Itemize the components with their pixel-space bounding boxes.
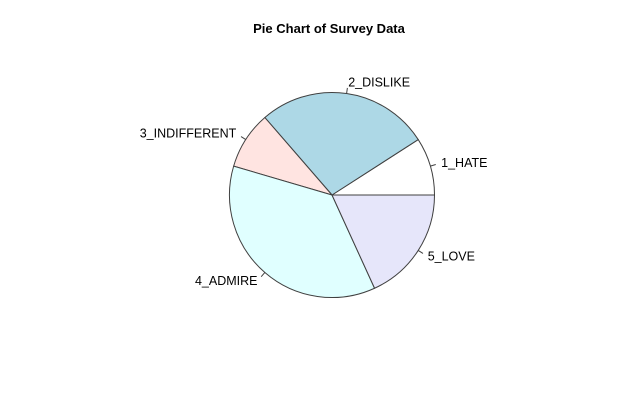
label-tick-2-dislike	[346, 87, 348, 94]
chart-title: Pie Chart of Survey Data	[253, 21, 405, 36]
slice-label-2-dislike: 2_DISLIKE	[348, 75, 410, 89]
pie-slice-5-love	[331, 194, 435, 289]
slice-label-3-indifferent: 3_INDIFFERENT	[140, 126, 237, 140]
pie-slice-2-dislike	[264, 92, 419, 196]
label-tick-5-love	[417, 249, 424, 254]
slice-label-1-hate: 1_HATE	[441, 156, 487, 170]
label-tick-3-indifferent	[240, 136, 247, 141]
slice-label-4-admire: 4_ADMIRE	[195, 274, 258, 288]
slice-label-5-love: 5_LOVE	[428, 250, 475, 264]
label-tick-4-admire	[260, 272, 266, 278]
pie-slices	[229, 92, 435, 298]
label-tick-1-hate	[430, 164, 436, 167]
slice-callouts: 1_HATE 2_DISLIKE 3_INDIFFERENT 4_ADMIRE 5_LO…	[140, 75, 488, 288]
